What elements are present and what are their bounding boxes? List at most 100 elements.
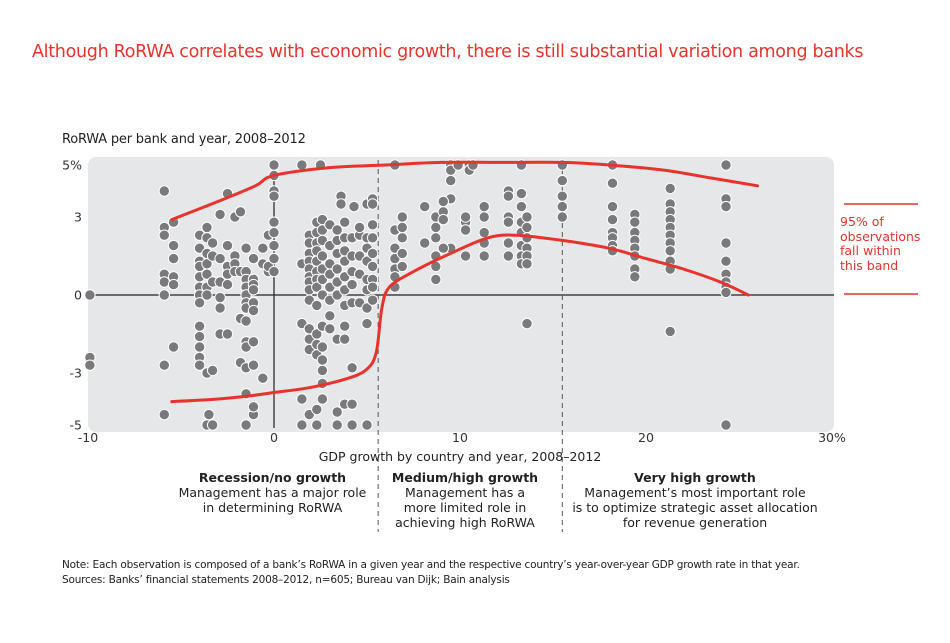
data-point (240, 315, 252, 327)
band-lower-line (170, 233, 750, 404)
data-point (296, 159, 308, 171)
data-point (720, 159, 732, 171)
data-point (268, 159, 280, 171)
data-point (361, 419, 373, 431)
data-point (396, 221, 408, 234)
data-point (502, 237, 515, 249)
data-point (720, 255, 732, 267)
data-point (206, 419, 219, 431)
band-annotation-line: 95% of (840, 214, 884, 229)
zone-title: Very high growth (634, 470, 756, 485)
data-point (247, 304, 260, 317)
data-point (201, 221, 213, 234)
data-point (201, 289, 213, 301)
zone-description-line: achieving high RoRWA (395, 515, 535, 530)
data-point (268, 226, 280, 239)
data-point (158, 359, 171, 371)
x-tick-label: 30% (818, 430, 846, 445)
data-point (366, 219, 379, 231)
data-point (346, 419, 358, 431)
data-point (366, 247, 379, 260)
zone-description-line: Management’s most important role (584, 485, 806, 500)
data-point (361, 302, 373, 314)
data-point (167, 341, 180, 353)
data-point (478, 200, 490, 213)
data-point (214, 208, 226, 221)
y-tick-label: -5 (70, 418, 82, 433)
y-axis-label: RoRWA per bank and year, 2008–2012 (62, 132, 306, 147)
x-tick-label: 20 (638, 430, 654, 445)
data-point (247, 284, 260, 296)
data-point (366, 294, 379, 306)
data-point (664, 325, 676, 338)
band-annotation-line: this band (840, 257, 899, 273)
zone-description-line: more limited role in (403, 500, 527, 515)
data-point (268, 265, 280, 278)
data-point (521, 211, 533, 223)
data-point (366, 281, 379, 293)
data-point (396, 260, 408, 273)
data-point (206, 237, 219, 249)
y-tick-label: -3 (70, 366, 82, 381)
x-tick-label: 10 (452, 430, 468, 445)
data-point (339, 320, 351, 332)
data-point (502, 250, 515, 262)
data-point (167, 239, 180, 252)
data-point (556, 211, 568, 223)
data-point (316, 393, 329, 405)
data-point (419, 200, 431, 213)
data-point (158, 289, 171, 301)
x-axis-label: GDP growth by country and year, 2008–201… (319, 449, 602, 464)
data-point (324, 323, 336, 335)
data-point (515, 200, 528, 213)
data-point (502, 216, 515, 228)
chart-title: Although RoRWA correlates with economic … (32, 42, 864, 62)
data-point (268, 252, 280, 265)
data-point (234, 206, 247, 218)
data-point (437, 213, 449, 226)
data-point (324, 310, 336, 322)
data-point (316, 364, 329, 377)
data-point (606, 200, 619, 213)
data-point (311, 299, 323, 312)
x-tick-label: -10 (78, 430, 98, 445)
data-point (257, 372, 269, 384)
data-point (720, 237, 732, 249)
data-point (193, 320, 206, 332)
data-point (664, 182, 676, 195)
data-point (459, 224, 472, 236)
data-point (629, 271, 641, 283)
data-point (478, 250, 490, 262)
footnote: Note: Each observation is composed of a … (62, 558, 800, 588)
data-point (167, 252, 180, 265)
data-point (316, 354, 329, 366)
data-point (201, 268, 213, 280)
data-point (221, 278, 234, 291)
data-point (311, 419, 323, 431)
band-annotation-line: fall within (840, 243, 901, 258)
data-point (396, 247, 408, 260)
data-point (606, 177, 619, 189)
data-point (203, 408, 215, 421)
data-point (459, 211, 472, 223)
data-point (720, 419, 732, 431)
data-point (556, 174, 568, 187)
data-point (84, 359, 96, 371)
data-point (366, 260, 379, 273)
data-point (430, 273, 442, 286)
data-point (396, 232, 408, 244)
data-point (206, 364, 219, 377)
data-point (193, 359, 206, 371)
data-point (339, 216, 351, 228)
data-point (720, 200, 732, 213)
band-annotation-line: observations (840, 228, 921, 244)
data-point (366, 198, 379, 210)
data-point (396, 211, 408, 223)
data-point (366, 232, 379, 244)
data-point (311, 403, 323, 416)
data-point (348, 200, 360, 213)
data-point (361, 317, 373, 330)
data-point (214, 291, 226, 304)
data-point (316, 250, 329, 262)
